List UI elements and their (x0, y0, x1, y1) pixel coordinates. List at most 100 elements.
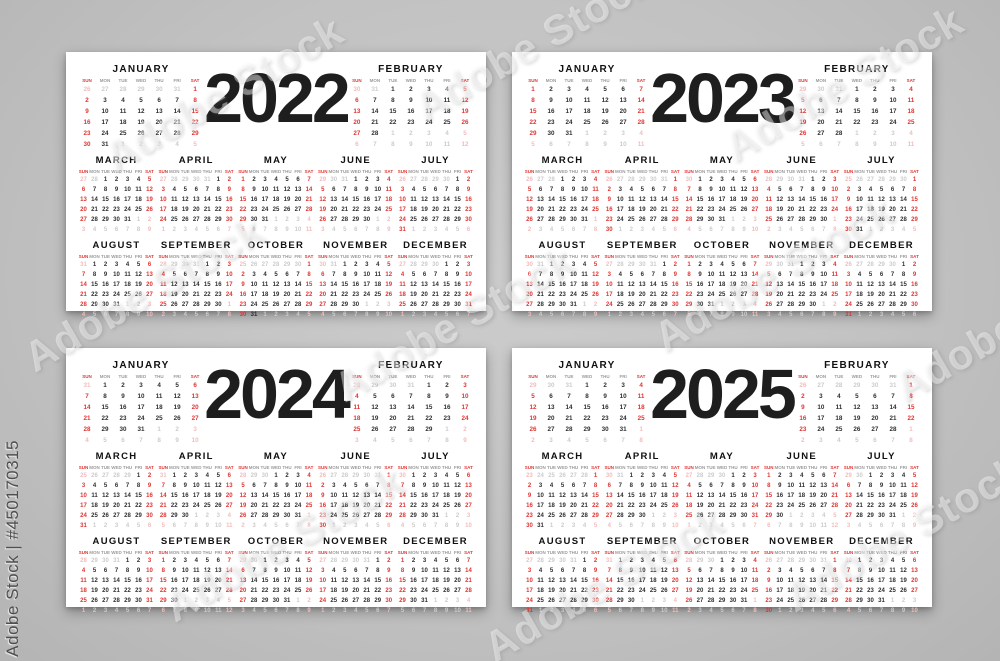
weekday-header: SUN (528, 78, 538, 83)
card-month-row: MARCH SUN MON TUE WED THU FRI SAT 23 24 25 26 27 28 1 2… (512, 446, 932, 531)
day-cell: 12 (461, 141, 469, 148)
day-cell: 4 (846, 608, 851, 614)
day-cell: 27 (80, 177, 87, 183)
day-cell: 31 (565, 382, 573, 389)
day-cell: 2 (161, 312, 165, 318)
day-cell: 28 (80, 302, 87, 308)
day-cell: 4 (901, 227, 906, 233)
day-cell: 5 (857, 608, 862, 614)
day-cell: 22 (341, 292, 349, 298)
day-cell: 18 (765, 207, 773, 213)
day-cell: 7 (833, 473, 837, 479)
day-cell: 7 (639, 86, 643, 93)
weekday-header: MON (99, 374, 111, 379)
day-cell: 29 (878, 262, 885, 268)
day-cell: 1 (161, 227, 165, 233)
day-cell: 1 (92, 523, 97, 529)
day-cell: 20 (638, 292, 646, 298)
day-cell: 14 (845, 578, 852, 584)
day-cell: 28 (250, 598, 258, 604)
weekday-header: MON (615, 169, 626, 174)
day-cell: 16 (605, 207, 613, 213)
weekday-header: SUN (317, 169, 328, 174)
day-cell: 25 (583, 119, 591, 126)
day-cell: 30 (83, 141, 91, 148)
weekday-header: SAT (910, 254, 919, 259)
day-cell: 13 (696, 578, 704, 584)
day-cell: 28 (867, 262, 874, 268)
day-cell: 26 (443, 588, 450, 594)
mini-month-april: APRIL SUN MON TUE WED THU FRI SAT 26 27 28 29 30 31 1 2… (604, 151, 681, 235)
mini-month-january: JANUARY SUN MON TUE WED THU FRI SAT 29 30 31 1 2 3 4 5 6… (524, 354, 650, 446)
day-cell: 8 (833, 227, 837, 233)
month-grid: SUN MON TUE WED THU FRI SAT 27 28 29 30 1 2 3 4 5 6 7 8 9 10… (684, 464, 761, 531)
day-cell: 21 (432, 292, 439, 298)
day-cell: 2 (767, 568, 771, 574)
day-cell: 23 (845, 217, 852, 223)
day-cell: 28 (330, 558, 338, 564)
day-cell: 26 (671, 503, 679, 509)
day-cell: 23 (410, 588, 417, 594)
day-cell: 30 (592, 598, 599, 604)
day-cell: 5 (365, 608, 369, 614)
weekday-header: WED (581, 78, 593, 83)
day-cell: 3 (365, 262, 369, 268)
day-cell: 4 (433, 312, 438, 318)
day-cell: 12 (592, 272, 599, 278)
day-cell: 2 (549, 86, 553, 93)
day-cell: 4 (567, 437, 571, 444)
month-title: FEBRUARY (824, 360, 890, 371)
weekday-header: SAT (304, 169, 314, 174)
day-cell: 29 (853, 382, 861, 389)
day-cell: 15 (389, 108, 397, 115)
mini-month-july: JULY SUN MON TUE WED THU FRI SAT 29 30 1 2 3 4 5 6 7 8 9 10… (843, 447, 920, 531)
day-cell: 30 (113, 217, 120, 223)
day-cell: 28 (225, 588, 233, 594)
weekday-header: SAT (830, 254, 840, 259)
day-cell: 6 (833, 608, 837, 614)
weekday-header: FRI (443, 374, 451, 379)
day-cell: 12 (239, 493, 247, 499)
day-cell: 4 (833, 262, 837, 268)
day-cell: 2 (216, 262, 220, 268)
day-cell: 2 (411, 312, 416, 318)
day-cell: 3 (194, 473, 198, 479)
day-cell: 4 (709, 608, 713, 614)
day-cell: 2 (767, 227, 771, 233)
day-cell: 1 (427, 382, 431, 389)
day-cell: 6 (147, 523, 152, 529)
weekday-header: FRI (374, 169, 382, 174)
day-cell: 29 (170, 262, 178, 268)
day-cell: 26 (214, 503, 222, 509)
day-cell: 26 (385, 292, 393, 298)
year-label: 2024 (204, 355, 351, 433)
month-grid: SUN MON TUE WED THU FRI SAT 29 30 31 1 2 3 4 5 6 7 8 9 10 11… (317, 168, 394, 235)
day-cell: 7 (296, 523, 300, 529)
day-cell: 28 (835, 130, 843, 137)
day-cell: 10 (385, 312, 393, 318)
day-cell: 18 (718, 282, 726, 288)
mini-month-june: JUNE SUN MON TUE WED THU FRI SAT 26 27 28 29 30 31 1 2 3… (317, 447, 394, 531)
weekday-header: TUE (101, 550, 110, 555)
day-cell: 10 (820, 272, 828, 278)
day-cell: 30 (454, 302, 461, 308)
day-cell: 21 (330, 292, 338, 298)
day-cell: 22 (399, 588, 406, 594)
day-cell: 4 (411, 187, 416, 193)
day-cell: 5 (444, 312, 449, 318)
calendar-card-2024: JANUARY SUN MON TUE WED THU FRI SAT 31 1 2 3 4 5 6 7 8 9 1… (66, 348, 486, 614)
day-cell: 5 (549, 312, 554, 318)
day-cell: 3 (571, 262, 576, 268)
day-cell: 2 (868, 312, 873, 318)
weekday-header: TUE (626, 550, 636, 555)
day-cell: 29 (191, 130, 199, 137)
weekday-header: FRI (173, 78, 181, 83)
day-cell: 21 (637, 108, 645, 115)
day-cell: 2 (411, 558, 416, 564)
mini-month-february: FEBRUARY SUN MON TUE WED THU FRI SAT 28 29 30 31 1 2 3… (348, 354, 474, 446)
day-cell: 10 (526, 578, 533, 584)
day-cell: 18 (330, 588, 338, 594)
month-grid: SUN MON TUE WED THU FRI SAT 1 2 3 4 5 6 7 8 9 10 11 12 13 14… (763, 464, 840, 531)
day-cell: 5 (92, 568, 97, 574)
day-cell: 9 (846, 197, 851, 203)
